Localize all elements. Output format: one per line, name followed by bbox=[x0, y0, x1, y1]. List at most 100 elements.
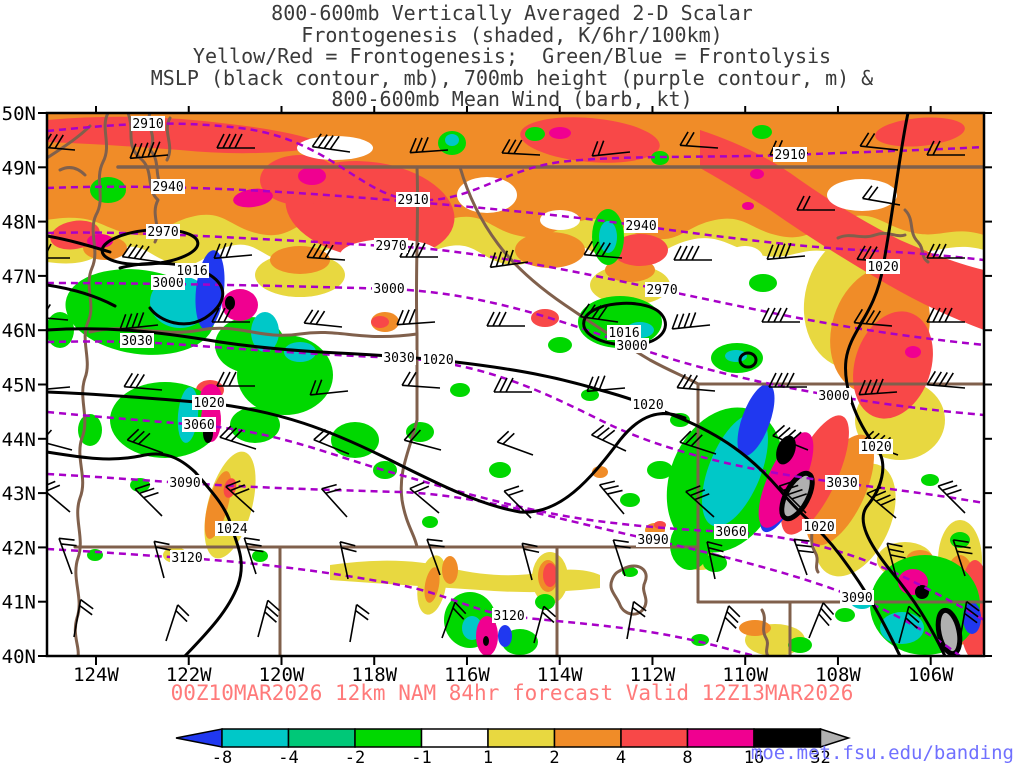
wind-barb-icon bbox=[579, 303, 619, 323]
height-contour-label-box bbox=[645, 282, 679, 297]
wind-barb-icon bbox=[396, 309, 436, 326]
wind-barb-icon bbox=[937, 480, 966, 514]
colorbar-tick-label: 16 bbox=[744, 748, 764, 768]
wind-barb-icon bbox=[129, 141, 169, 160]
height-contour-label-box bbox=[151, 275, 185, 290]
height-contour-label: 2910 bbox=[132, 117, 163, 132]
colorbar-tick-label: 4 bbox=[616, 748, 626, 768]
chart-title: 800-600mb Vertically Averaged 2-D Scalar… bbox=[0, 2, 1024, 111]
frontogenesis-shading bbox=[47, 113, 984, 656]
height-contour-label: 2970 bbox=[147, 225, 178, 240]
wind-barb-icon bbox=[121, 243, 161, 263]
height-contour-label: 2970 bbox=[375, 239, 406, 254]
colorbar-segment bbox=[620, 728, 689, 748]
lat-label: 41N bbox=[2, 592, 36, 614]
colorbar-tick-label: 1 bbox=[483, 748, 493, 768]
wind-barb-icon bbox=[716, 605, 741, 643]
height-contour-label: 3120 bbox=[171, 551, 202, 566]
height-contour-label-box bbox=[624, 218, 658, 233]
mslp-contour-label-box bbox=[215, 521, 249, 536]
height-contour-label-box bbox=[396, 192, 430, 207]
credit-link[interactable]: moe.met.fsu.edu/banding bbox=[750, 742, 1014, 764]
wind-barb-icon bbox=[47, 243, 70, 259]
mslp-contour-label-box bbox=[859, 439, 893, 454]
wind-barb-icon bbox=[123, 372, 163, 391]
wind-barb-icon bbox=[47, 427, 73, 451]
wind-barb-icon bbox=[126, 428, 164, 454]
wind-barb-icon bbox=[598, 480, 625, 515]
height-contour-label: 3030 bbox=[826, 476, 857, 491]
lat-label: 47N bbox=[2, 266, 36, 288]
border-idaho-montana bbox=[458, 165, 700, 386]
colorbar-segment bbox=[221, 728, 290, 748]
height-contour-label: 2940 bbox=[625, 219, 656, 234]
wind-barb-icon bbox=[886, 542, 906, 581]
mslp-contour-label: 1020 bbox=[193, 396, 224, 411]
wind-barb-icon bbox=[243, 537, 264, 575]
wind-barb-icon bbox=[766, 242, 806, 261]
contour-labels: 2910 2910 2910 2940 2940 2970 2970 2970 3000 3000… bbox=[120, 116, 900, 624]
wind-barb-icon bbox=[349, 603, 370, 643]
wind-barb-icon bbox=[401, 371, 441, 389]
height-contour-label-box bbox=[714, 524, 748, 539]
wind-barb-icon bbox=[859, 132, 899, 151]
wind-barb-icon bbox=[47, 374, 71, 392]
mslp-contour-label: 1020 bbox=[860, 440, 891, 455]
wind-barb-icon bbox=[626, 600, 647, 640]
wind-barb-icon bbox=[679, 131, 719, 149]
wind-barb-icon bbox=[165, 604, 190, 642]
wind-barb-icon bbox=[409, 481, 440, 514]
wind-barb-icon bbox=[216, 371, 255, 387]
wind-barb-icon bbox=[521, 542, 540, 581]
lat-label: 45N bbox=[2, 375, 36, 397]
height-contour-label: 3120 bbox=[493, 609, 524, 624]
colorbar-segment bbox=[686, 728, 755, 748]
lat-label: 40N bbox=[2, 646, 36, 668]
wind-barb-icon bbox=[225, 480, 255, 513]
colorbar-segment bbox=[420, 728, 489, 748]
height-contour-label: 2940 bbox=[152, 180, 183, 195]
height-contour-label: 3000 bbox=[373, 282, 404, 297]
wind-barb-icon bbox=[47, 302, 69, 321]
wind-barb-icon bbox=[853, 308, 893, 327]
height-contour-label-box bbox=[151, 179, 185, 194]
wind-barb-icon bbox=[426, 538, 445, 576]
lon-label: 116W bbox=[444, 664, 490, 686]
height-contour-label-box bbox=[615, 338, 649, 353]
wind-barb-icon bbox=[320, 483, 348, 518]
wind-barb-icon bbox=[496, 430, 534, 456]
height-contour-label: 3000 bbox=[152, 276, 183, 291]
height-contour-label-box bbox=[182, 417, 216, 432]
wind-barb-icon bbox=[772, 424, 809, 451]
lon-label: 110W bbox=[722, 664, 768, 686]
wind-barb-icon bbox=[533, 605, 557, 644]
height-contour-label-box bbox=[374, 238, 408, 253]
height-contour-label-box bbox=[840, 590, 874, 605]
height-contour-label-box bbox=[382, 350, 416, 365]
wind-barb-icon bbox=[583, 240, 623, 259]
wind-barb-icon bbox=[673, 245, 712, 261]
lat-label: 42N bbox=[2, 537, 36, 559]
wind-barb-icon bbox=[612, 539, 631, 577]
wind-barb-icon bbox=[793, 538, 814, 576]
forecast-valid-text: 00Z10MAR2026 12km NAM 84hr forecast Vali… bbox=[170, 681, 854, 705]
wind-barb-icon bbox=[926, 140, 965, 156]
wind-barb-icon bbox=[778, 480, 807, 514]
mslp-contour-label: 1024 bbox=[216, 522, 247, 537]
height-contour-label: 2910 bbox=[774, 148, 805, 163]
colorbar-left-arrow bbox=[175, 728, 223, 748]
height-contour-label: 3030 bbox=[121, 334, 152, 349]
colorbar-tick-label: 32 bbox=[810, 748, 830, 768]
height-contour-label: 3000 bbox=[616, 339, 647, 354]
wind-barb-icon bbox=[866, 486, 897, 519]
lon-label: 112W bbox=[630, 664, 676, 686]
wind-barb-icon bbox=[679, 430, 717, 455]
wind-barb-icon bbox=[926, 307, 965, 323]
wind-barb-icon bbox=[676, 373, 716, 392]
colorbar-segment bbox=[287, 728, 356, 748]
height-contour-label: 3090 bbox=[637, 533, 668, 548]
height-contour-label-box bbox=[146, 224, 180, 239]
wind-barb-icon bbox=[858, 378, 898, 396]
title-line-4: MSLP (black contour, mb), 700mb height (… bbox=[150, 65, 874, 90]
height-contour-label: 2970 bbox=[646, 283, 677, 298]
